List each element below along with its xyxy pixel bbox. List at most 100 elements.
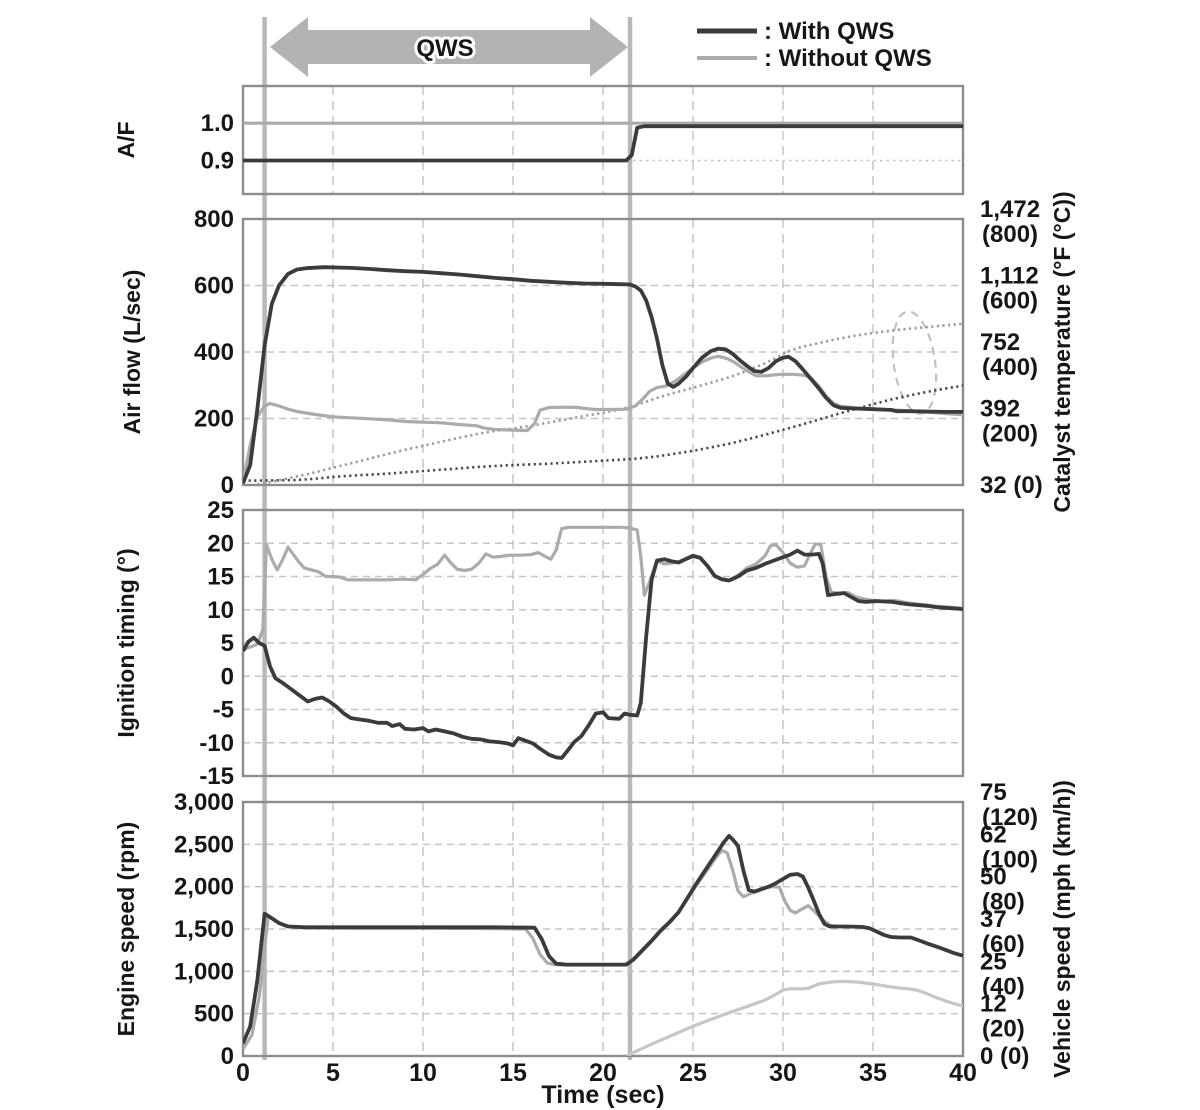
- y-tick-label: 15: [207, 564, 234, 591]
- x-tick-label: 10: [409, 1059, 437, 1087]
- panels-root: 1.00.980060040020001,472(800)1,112(600)7…: [174, 17, 1043, 1087]
- y-tick-label: 20: [207, 530, 234, 557]
- y2-tick-label: 50: [980, 864, 1007, 891]
- panel-af-yticks: 1.00.9: [201, 110, 234, 174]
- y2-tick-label: (600): [982, 288, 1038, 315]
- series-with-qws: [243, 265, 963, 484]
- series-with-qws: [243, 834, 963, 1045]
- panel-ignition-grid: [243, 510, 963, 776]
- y2-tick-label: (100): [982, 846, 1038, 873]
- qws-window-marker: QWS: [270, 17, 628, 77]
- af-axis-title: A/F: [113, 121, 139, 158]
- y2-tick-label: (60): [982, 931, 1025, 958]
- y-tick-label: 2,500: [174, 831, 234, 858]
- panel-ignition-border: [241, 508, 965, 778]
- x-tick-label: 5: [326, 1059, 340, 1087]
- y2-tick-label: 32 (0): [980, 472, 1043, 499]
- series-with-qws: [243, 124, 963, 163]
- y2-tick-label: 752: [980, 329, 1020, 356]
- series-vehicle-speed: [625, 979, 963, 1056]
- y-tick-label: 1.0: [201, 110, 234, 137]
- y2-tick-label: (80): [982, 889, 1025, 916]
- y-tick-label: 500: [194, 1001, 234, 1028]
- panel-airflow-border: [241, 217, 965, 487]
- time-axis-title: Time (sec): [541, 1081, 664, 1109]
- y2-tick-label: 1,112: [980, 263, 1039, 290]
- panel-airflow-series: [243, 265, 963, 485]
- series-without-qws: [243, 525, 963, 652]
- y2-tick-label: (800): [982, 221, 1038, 248]
- legend-without-qws-label: : Without QWS: [764, 45, 932, 72]
- axis-titles: A/F Air flow (L/sec) Ignition timing (°)…: [113, 121, 1075, 1109]
- ignition-axis-title: Ignition timing (°): [113, 548, 139, 737]
- x-tick-label: 20: [589, 1059, 617, 1087]
- legend: : With QWS : Without QWS: [697, 18, 932, 72]
- y-tick-label: 200: [194, 406, 234, 433]
- panel-engine_speed-border: [241, 800, 965, 1058]
- x-tick-label: 40: [949, 1059, 977, 1087]
- x-tick-label: 15: [499, 1059, 527, 1087]
- x-tick-label: 30: [769, 1059, 797, 1087]
- panel-af-border: [241, 84, 965, 196]
- airflow-axis-title: Air flow (L/sec): [119, 270, 145, 435]
- panel-ignition-yticks: 25 20 15 10 5 0 -5 -10 -15: [199, 497, 234, 790]
- y-tick-label: 800: [194, 206, 234, 233]
- y2-tick-label: 62: [980, 821, 1007, 848]
- y-tick-label: 400: [194, 339, 234, 366]
- y-tick-label: 0.9: [201, 147, 234, 174]
- series-catalyst-temperature-dark-dotted: [243, 384, 963, 482]
- engine-speed-axis-title: Engine speed (rpm): [113, 822, 139, 1037]
- y-tick-label: 10: [207, 597, 234, 624]
- x-tick-labels: 0 5 10 15 20 25 30 35 40: [236, 1059, 977, 1087]
- y2-tick-label: 1,472: [980, 196, 1040, 223]
- y-tick-label: 0: [221, 472, 234, 499]
- panel-ignition-series: [243, 525, 963, 760]
- panel-airflow-yticks: 800 600 400 200 0: [194, 206, 234, 499]
- y2-tick-label: 25: [980, 948, 1007, 975]
- qws-arrow-icon: [270, 17, 628, 77]
- catalyst-temp-axis-title: Catalyst temperature (°F (°C)): [1049, 191, 1075, 512]
- y-tick-label: -5: [213, 697, 234, 724]
- panel-af-series: [243, 121, 963, 163]
- y2-tick-label: 75: [980, 779, 1007, 806]
- panel-af: 1.00.9: [201, 84, 965, 196]
- x-tick-label: 25: [679, 1059, 707, 1087]
- y2-tick-label: 0 (0): [980, 1043, 1029, 1070]
- x-tick-label: 35: [859, 1059, 887, 1087]
- vehicle-speed-axis-title: Vehicle speed (mph (km/h)): [1049, 780, 1075, 1078]
- y-tick-label: -15: [199, 763, 234, 790]
- panel-engine_speed-yticks: 3,000 2,500 2,000 1,500 1,000 500 0: [174, 789, 234, 1070]
- y-tick-label: -10: [199, 730, 234, 757]
- y2-tick-label: 37: [980, 906, 1007, 933]
- y2-tick-label: (120): [982, 804, 1038, 831]
- series-with-qws: [243, 548, 963, 760]
- y-tick-label: 0: [221, 1043, 234, 1070]
- y2-tick-label: (200): [982, 421, 1038, 448]
- y2-tick-label: 392: [980, 396, 1020, 423]
- y2-tick-label: (400): [982, 354, 1038, 381]
- y-tick-label: 25: [207, 497, 234, 524]
- x-tick-label: 0: [236, 1059, 250, 1087]
- y-tick-label: 0: [221, 663, 234, 690]
- y-tick-label: 3,000: [174, 789, 234, 816]
- y-tick-label: 1,500: [174, 916, 234, 943]
- y-tick-label: 2,000: [174, 874, 234, 901]
- highlight-ellipse: [891, 310, 938, 415]
- panel-engine_speed-series: [243, 834, 963, 1056]
- legend-with-qws-label: : With QWS: [764, 18, 894, 45]
- y2-tick-label: 12: [980, 991, 1007, 1018]
- y2-tick-label: (20): [982, 1016, 1025, 1043]
- panel-ignition: 25 20 15 10 5 0 -5 -10 -15: [199, 497, 965, 790]
- y-tick-label: 600: [194, 273, 234, 300]
- panel-airflow-y2ticks: 1,472(800) 1,112(600) 752(400) 392(200) 32 (…: [980, 196, 1043, 499]
- y2-tick-label: (40): [982, 973, 1025, 1000]
- panel-airflow: 800 600 400 200 0 1,472(800) 1,112(600) 752(400…: [194, 196, 1043, 499]
- panel-engine_speed-y2ticks: 75(120)62(100)50 (80)37 (60)25(40)12 (20…: [980, 779, 1038, 1070]
- qws-window-label: QWS: [416, 35, 473, 62]
- y-tick-label: 1,000: [174, 958, 234, 985]
- panel-engine_speed: 3,000 2,500 2,000 1,500 1,000 500 0 75(120)62(1…: [174, 779, 1038, 1070]
- y-tick-label: 5: [221, 630, 234, 657]
